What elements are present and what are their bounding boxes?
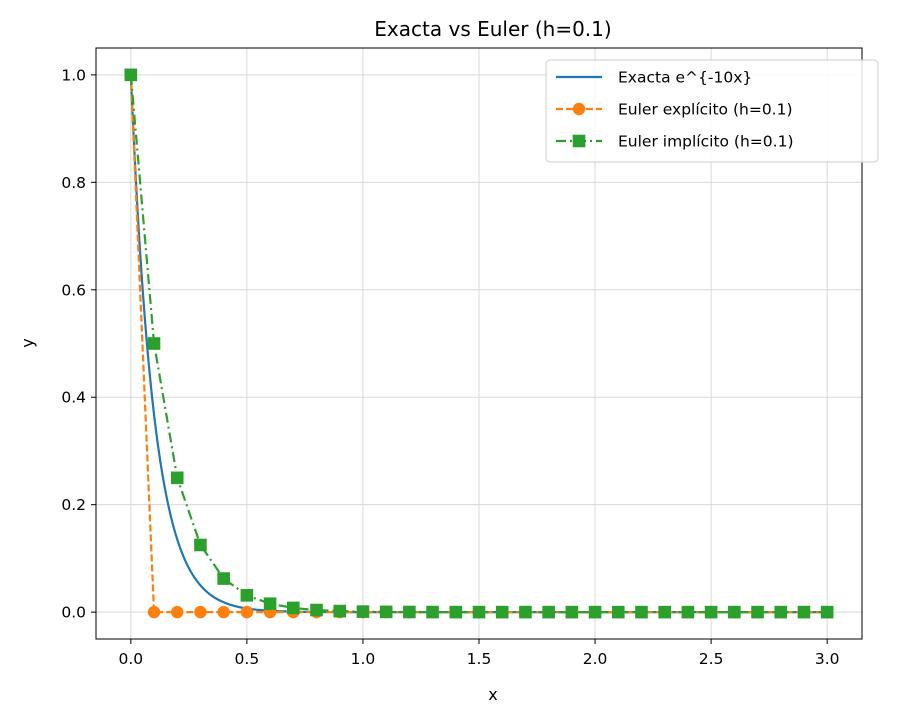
series-2-point — [217, 572, 230, 585]
legend-label: Exacta e^{-10x} — [618, 69, 752, 87]
series-2-point — [681, 605, 695, 619]
x-axis-label: x — [488, 685, 497, 704]
series-2-point — [194, 538, 207, 552]
y-tick-label: 1.0 — [61, 66, 86, 84]
y-tick-label: 0.6 — [61, 281, 86, 299]
series-2-point — [495, 605, 509, 619]
y-tick-label: 0.0 — [61, 604, 86, 622]
series-2-point — [333, 604, 347, 618]
x-tick-label: 1.0 — [351, 650, 376, 668]
legend-label: Euler explícito (h=0.1) — [618, 101, 793, 119]
series-2-point — [519, 605, 532, 619]
series-2-point — [426, 605, 439, 619]
series-2-point — [611, 605, 625, 619]
series-2-point — [263, 597, 277, 611]
series-2-point — [820, 605, 834, 619]
x-tick-label: 3.0 — [815, 650, 840, 668]
series-2-point — [751, 605, 764, 619]
series-1-point — [194, 605, 207, 619]
series-2-point — [240, 589, 254, 602]
x-tick-label: 0.0 — [118, 650, 143, 668]
legend-label: Euler implícito (h=0.1) — [618, 133, 794, 151]
series-2-point — [170, 471, 184, 485]
series-2-point — [449, 605, 463, 619]
series-2-point — [635, 605, 648, 619]
chart-title: Exacta vs Euler (h=0.1) — [374, 17, 611, 41]
legend: Exacta e^{-10x} Euler explícito (h=0.1) Eu… — [545, 59, 879, 163]
series-2-point — [797, 605, 811, 619]
series-2-point — [287, 601, 300, 615]
y-tick-label: 0.4 — [61, 389, 86, 407]
series-2-point — [472, 605, 486, 619]
series-2-point — [565, 605, 579, 619]
axis-ticks: 0.0 0.5 1.0 1.5 2.0 2.5 3.0 0.0 0.2 0.4 0.6 0.8 1.0 — [61, 66, 839, 668]
y-axis-label: y — [18, 338, 37, 347]
plot-markers — [124, 68, 834, 619]
series-2-point — [658, 605, 671, 619]
x-tick-label: 2.0 — [583, 650, 608, 668]
x-tick-label: 2.5 — [699, 650, 724, 668]
series-2-point — [542, 605, 555, 619]
series-2-point — [147, 337, 161, 350]
series-2-point — [728, 605, 741, 619]
series-2-point — [379, 605, 393, 619]
y-tick-label: 0.2 — [61, 496, 86, 514]
series-1-point — [171, 605, 184, 619]
series-1-point — [217, 605, 230, 619]
legend-swatch-marker — [572, 134, 586, 148]
series-2-point — [588, 605, 602, 619]
series-1-point — [147, 605, 161, 619]
series-1-point — [240, 605, 254, 619]
x-tick-label: 0.5 — [235, 650, 260, 668]
series-2-point — [356, 605, 370, 618]
x-tick-label: 1.5 — [467, 650, 492, 668]
series-2-point — [124, 68, 138, 82]
legend-swatch-marker — [572, 102, 586, 116]
series-2-point — [704, 605, 718, 619]
legend-box — [545, 59, 879, 163]
y-tick-label: 0.8 — [61, 174, 86, 192]
series-2-point — [403, 605, 416, 619]
series-2-point — [310, 603, 323, 617]
series-2-point — [774, 605, 788, 619]
